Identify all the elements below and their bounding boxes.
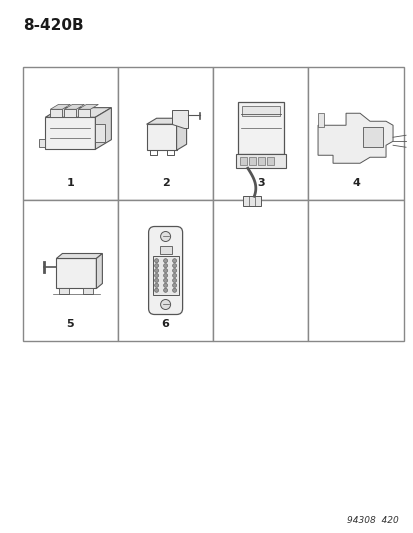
Bar [237, 102, 283, 154]
Bar [59, 288, 69, 295]
Circle shape [163, 269, 167, 272]
Bar [159, 246, 171, 254]
Bar [308, 200, 403, 341]
Text: 1: 1 [66, 178, 74, 188]
Bar [45, 117, 95, 149]
Circle shape [160, 300, 170, 310]
Polygon shape [78, 104, 98, 109]
Circle shape [163, 288, 167, 292]
Bar [362, 127, 382, 147]
Polygon shape [45, 108, 111, 117]
Bar [242, 196, 260, 206]
Text: 94308  420: 94308 420 [346, 516, 398, 525]
Bar [23, 67, 118, 200]
Circle shape [172, 264, 176, 268]
Bar [239, 157, 246, 165]
Polygon shape [171, 110, 187, 128]
FancyBboxPatch shape [148, 227, 182, 314]
Circle shape [163, 284, 167, 287]
Bar [83, 288, 93, 295]
Circle shape [163, 278, 167, 282]
Polygon shape [50, 104, 70, 109]
Bar [266, 157, 273, 165]
Bar [64, 109, 76, 117]
Circle shape [163, 264, 167, 268]
Text: 6: 6 [161, 319, 169, 329]
Circle shape [172, 259, 176, 263]
Polygon shape [95, 108, 111, 149]
Bar [146, 124, 176, 150]
Text: 8-420B: 8-420B [23, 18, 83, 33]
Text: 3: 3 [256, 178, 264, 188]
Bar [152, 256, 178, 295]
Bar [118, 67, 213, 200]
Circle shape [172, 284, 176, 287]
Text: 5: 5 [66, 319, 74, 329]
Circle shape [154, 288, 158, 292]
Polygon shape [176, 118, 186, 150]
Circle shape [163, 259, 167, 263]
Bar [308, 67, 403, 200]
Bar [118, 200, 213, 341]
Text: 4: 4 [351, 178, 359, 188]
Bar [317, 113, 323, 127]
Circle shape [154, 273, 158, 278]
Circle shape [154, 269, 158, 272]
Polygon shape [317, 113, 392, 163]
Bar [235, 154, 285, 168]
Circle shape [172, 269, 176, 272]
Bar [213, 200, 308, 341]
Polygon shape [146, 118, 186, 124]
Text: 2: 2 [161, 178, 169, 188]
Bar [39, 139, 45, 147]
Circle shape [172, 278, 176, 282]
Bar [23, 200, 118, 341]
Circle shape [154, 284, 158, 287]
Bar [56, 259, 96, 288]
Circle shape [172, 288, 176, 292]
Bar [248, 157, 255, 165]
Bar [78, 109, 90, 117]
Polygon shape [64, 104, 84, 109]
Polygon shape [56, 254, 102, 259]
Bar [257, 157, 264, 165]
Polygon shape [96, 254, 102, 288]
Circle shape [172, 273, 176, 278]
Circle shape [154, 259, 158, 263]
Circle shape [154, 278, 158, 282]
Circle shape [163, 273, 167, 278]
Circle shape [160, 231, 170, 241]
Bar [95, 124, 105, 142]
Bar [241, 106, 279, 116]
Bar [213, 67, 308, 200]
Bar [50, 109, 62, 117]
Circle shape [154, 264, 158, 268]
